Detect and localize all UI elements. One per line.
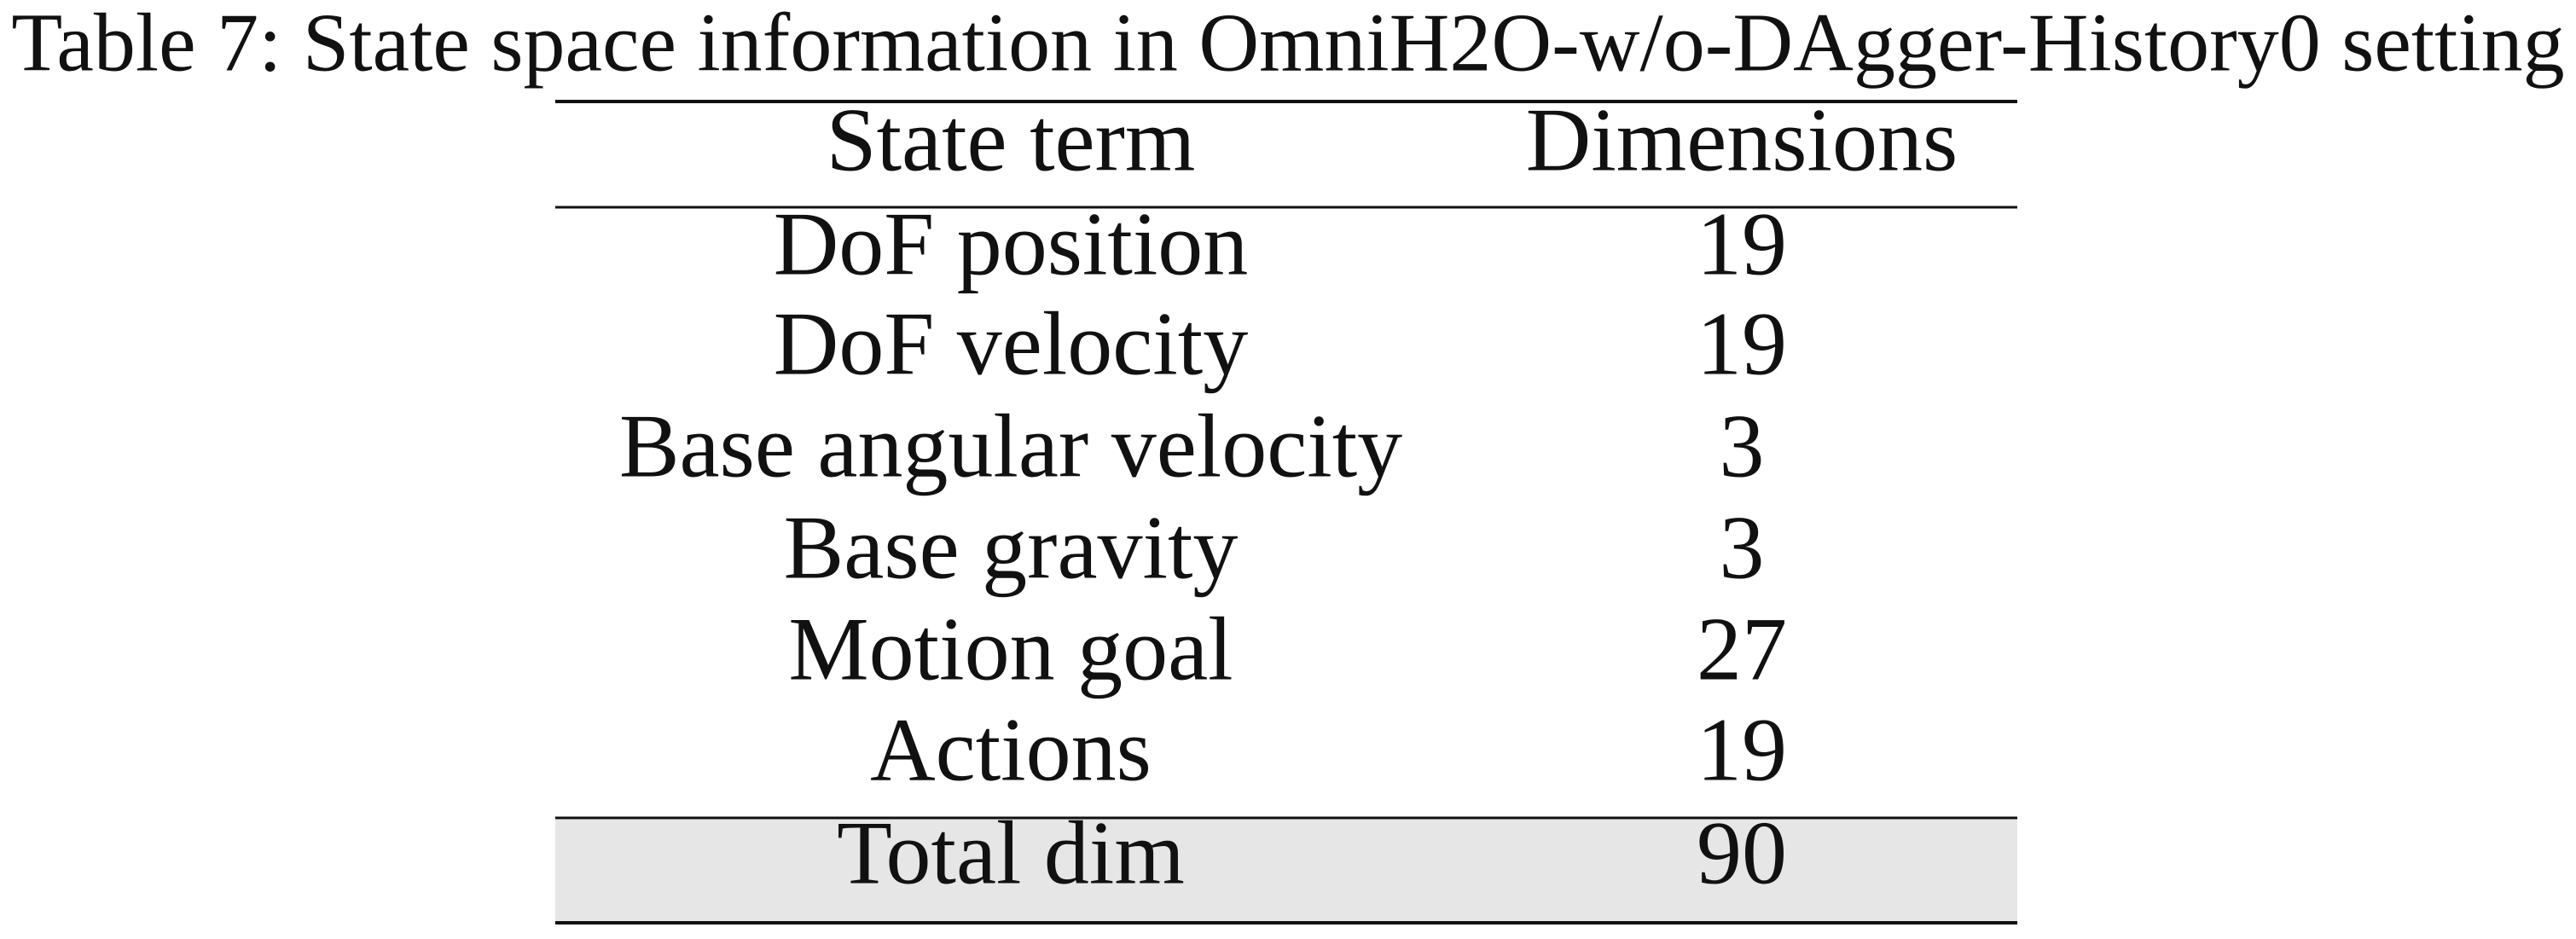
state-term: Base gravity xyxy=(784,497,1239,597)
dimension: 19 xyxy=(1697,194,1787,293)
dimension: 19 xyxy=(1697,699,1787,799)
table-caption: Table 7: State space information in Omni… xyxy=(11,0,2564,89)
dimension: 19 xyxy=(1697,293,1787,393)
header-cell: State term xyxy=(827,90,1196,189)
state-term: Motion goal xyxy=(788,599,1233,698)
dimension: 3 xyxy=(1720,396,1765,496)
dimension: 3 xyxy=(1720,497,1765,597)
header-cell: Dimensions xyxy=(1526,90,1958,189)
table-body: State term Dimensions DoF position 19 DoF ve… xyxy=(619,90,1958,902)
total-value: 90 xyxy=(1697,803,1787,902)
state-term: Base angular velocity xyxy=(619,396,1402,496)
state-term: Actions xyxy=(870,699,1152,799)
total-row-shading xyxy=(555,818,2017,923)
state-term: DoF velocity xyxy=(774,293,1248,393)
total-label: Total dim xyxy=(837,803,1185,902)
dimension: 27 xyxy=(1697,599,1787,698)
state-term: DoF position xyxy=(774,194,1249,293)
